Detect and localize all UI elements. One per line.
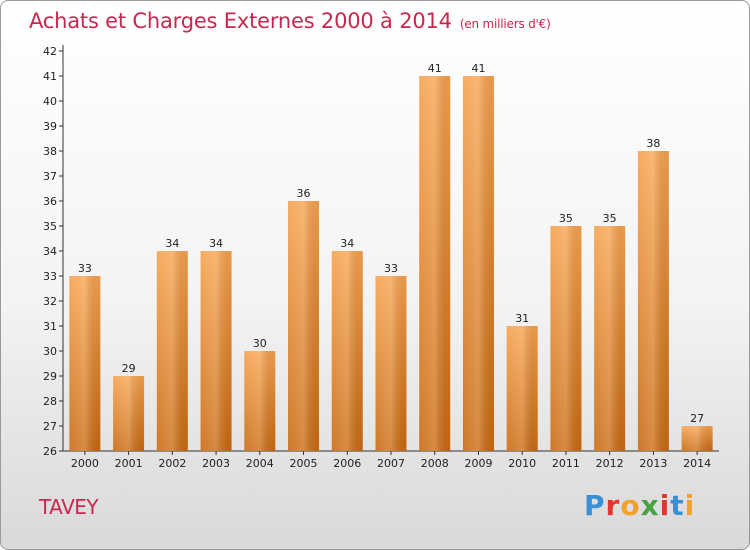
y-tick-label: 40	[43, 95, 57, 108]
data-label: 33	[384, 262, 398, 275]
bar-shine	[550, 226, 582, 451]
y-tick-label: 33	[43, 270, 57, 283]
data-label: 34	[165, 237, 179, 250]
y-tick-label: 28	[43, 395, 57, 408]
y-tick-label: 29	[43, 370, 57, 383]
x-tick-label: 2002	[158, 457, 186, 470]
y-tick-label: 36	[43, 195, 57, 208]
bar-shine	[244, 351, 276, 451]
y-tick-label: 39	[43, 120, 57, 133]
bar-shine	[375, 276, 407, 451]
y-tick-label: 42	[43, 45, 57, 58]
y-tick-label: 34	[43, 245, 57, 258]
logo-letter: x	[640, 489, 660, 522]
data-label: 27	[690, 412, 704, 425]
bar-shine	[331, 251, 363, 451]
bar-shine	[113, 376, 145, 451]
bar-shine	[462, 76, 494, 451]
bar-shine	[681, 426, 713, 451]
bar-shine	[637, 151, 669, 451]
logo-letter: i	[659, 489, 671, 522]
data-label: 38	[646, 137, 660, 150]
data-label: 30	[253, 337, 267, 350]
x-tick-label: 2008	[421, 457, 449, 470]
y-tick-label: 41	[43, 70, 57, 83]
data-label: 31	[515, 312, 529, 325]
logo-letter: o	[620, 489, 641, 522]
x-tick-label: 2010	[508, 457, 536, 470]
x-tick-label: 2003	[202, 457, 230, 470]
y-tick-label: 31	[43, 320, 57, 333]
bar-shine	[69, 276, 101, 451]
chart-subtitle: (en milliers d'€)	[459, 17, 551, 31]
chart-title-text: Achats et Charges Externes 2000 à 2014	[29, 9, 452, 33]
y-tick-label: 26	[43, 445, 57, 458]
bar-shine	[506, 326, 538, 451]
bar-shine	[200, 251, 232, 451]
x-tick-label: 2004	[246, 457, 274, 470]
data-label: 36	[297, 187, 311, 200]
data-label: 33	[78, 262, 92, 275]
x-tick-label: 2006	[333, 457, 361, 470]
data-label: 35	[603, 212, 617, 225]
x-tick-label: 2011	[552, 457, 580, 470]
data-label: 29	[122, 362, 136, 375]
x-tick-label: 2000	[71, 457, 99, 470]
bar-shine	[156, 251, 188, 451]
bar-shine	[594, 226, 626, 451]
x-tick-label: 2005	[290, 457, 318, 470]
logo-letter: r	[605, 489, 621, 522]
y-tick-label: 30	[43, 345, 57, 358]
data-label: 41	[471, 62, 485, 75]
x-tick-label: 2001	[115, 457, 143, 470]
x-tick-label: 2013	[639, 457, 667, 470]
x-tick-label: 2007	[377, 457, 405, 470]
data-label: 34	[340, 237, 354, 250]
y-tick-label: 37	[43, 170, 57, 183]
bar-shine	[419, 76, 451, 451]
proxiti-logo: Proxiti	[584, 489, 695, 522]
y-tick-label: 32	[43, 295, 57, 308]
x-tick-label: 2014	[683, 457, 711, 470]
data-label: 41	[428, 62, 442, 75]
chart-title: Achats et Charges Externes 2000 à 2014 (e…	[29, 9, 551, 33]
data-label: 34	[209, 237, 223, 250]
logo-letter: i	[684, 489, 696, 522]
x-tick-label: 2009	[464, 457, 492, 470]
city-name: TAVEY	[39, 495, 99, 519]
logo-letter: P	[584, 489, 606, 522]
data-label: 35	[559, 212, 573, 225]
y-tick-label: 27	[43, 420, 57, 433]
y-tick-label: 38	[43, 145, 57, 158]
bar-shine	[288, 201, 320, 451]
x-tick-label: 2012	[596, 457, 624, 470]
y-tick-label: 35	[43, 220, 57, 233]
logo-letter: t	[670, 489, 685, 522]
